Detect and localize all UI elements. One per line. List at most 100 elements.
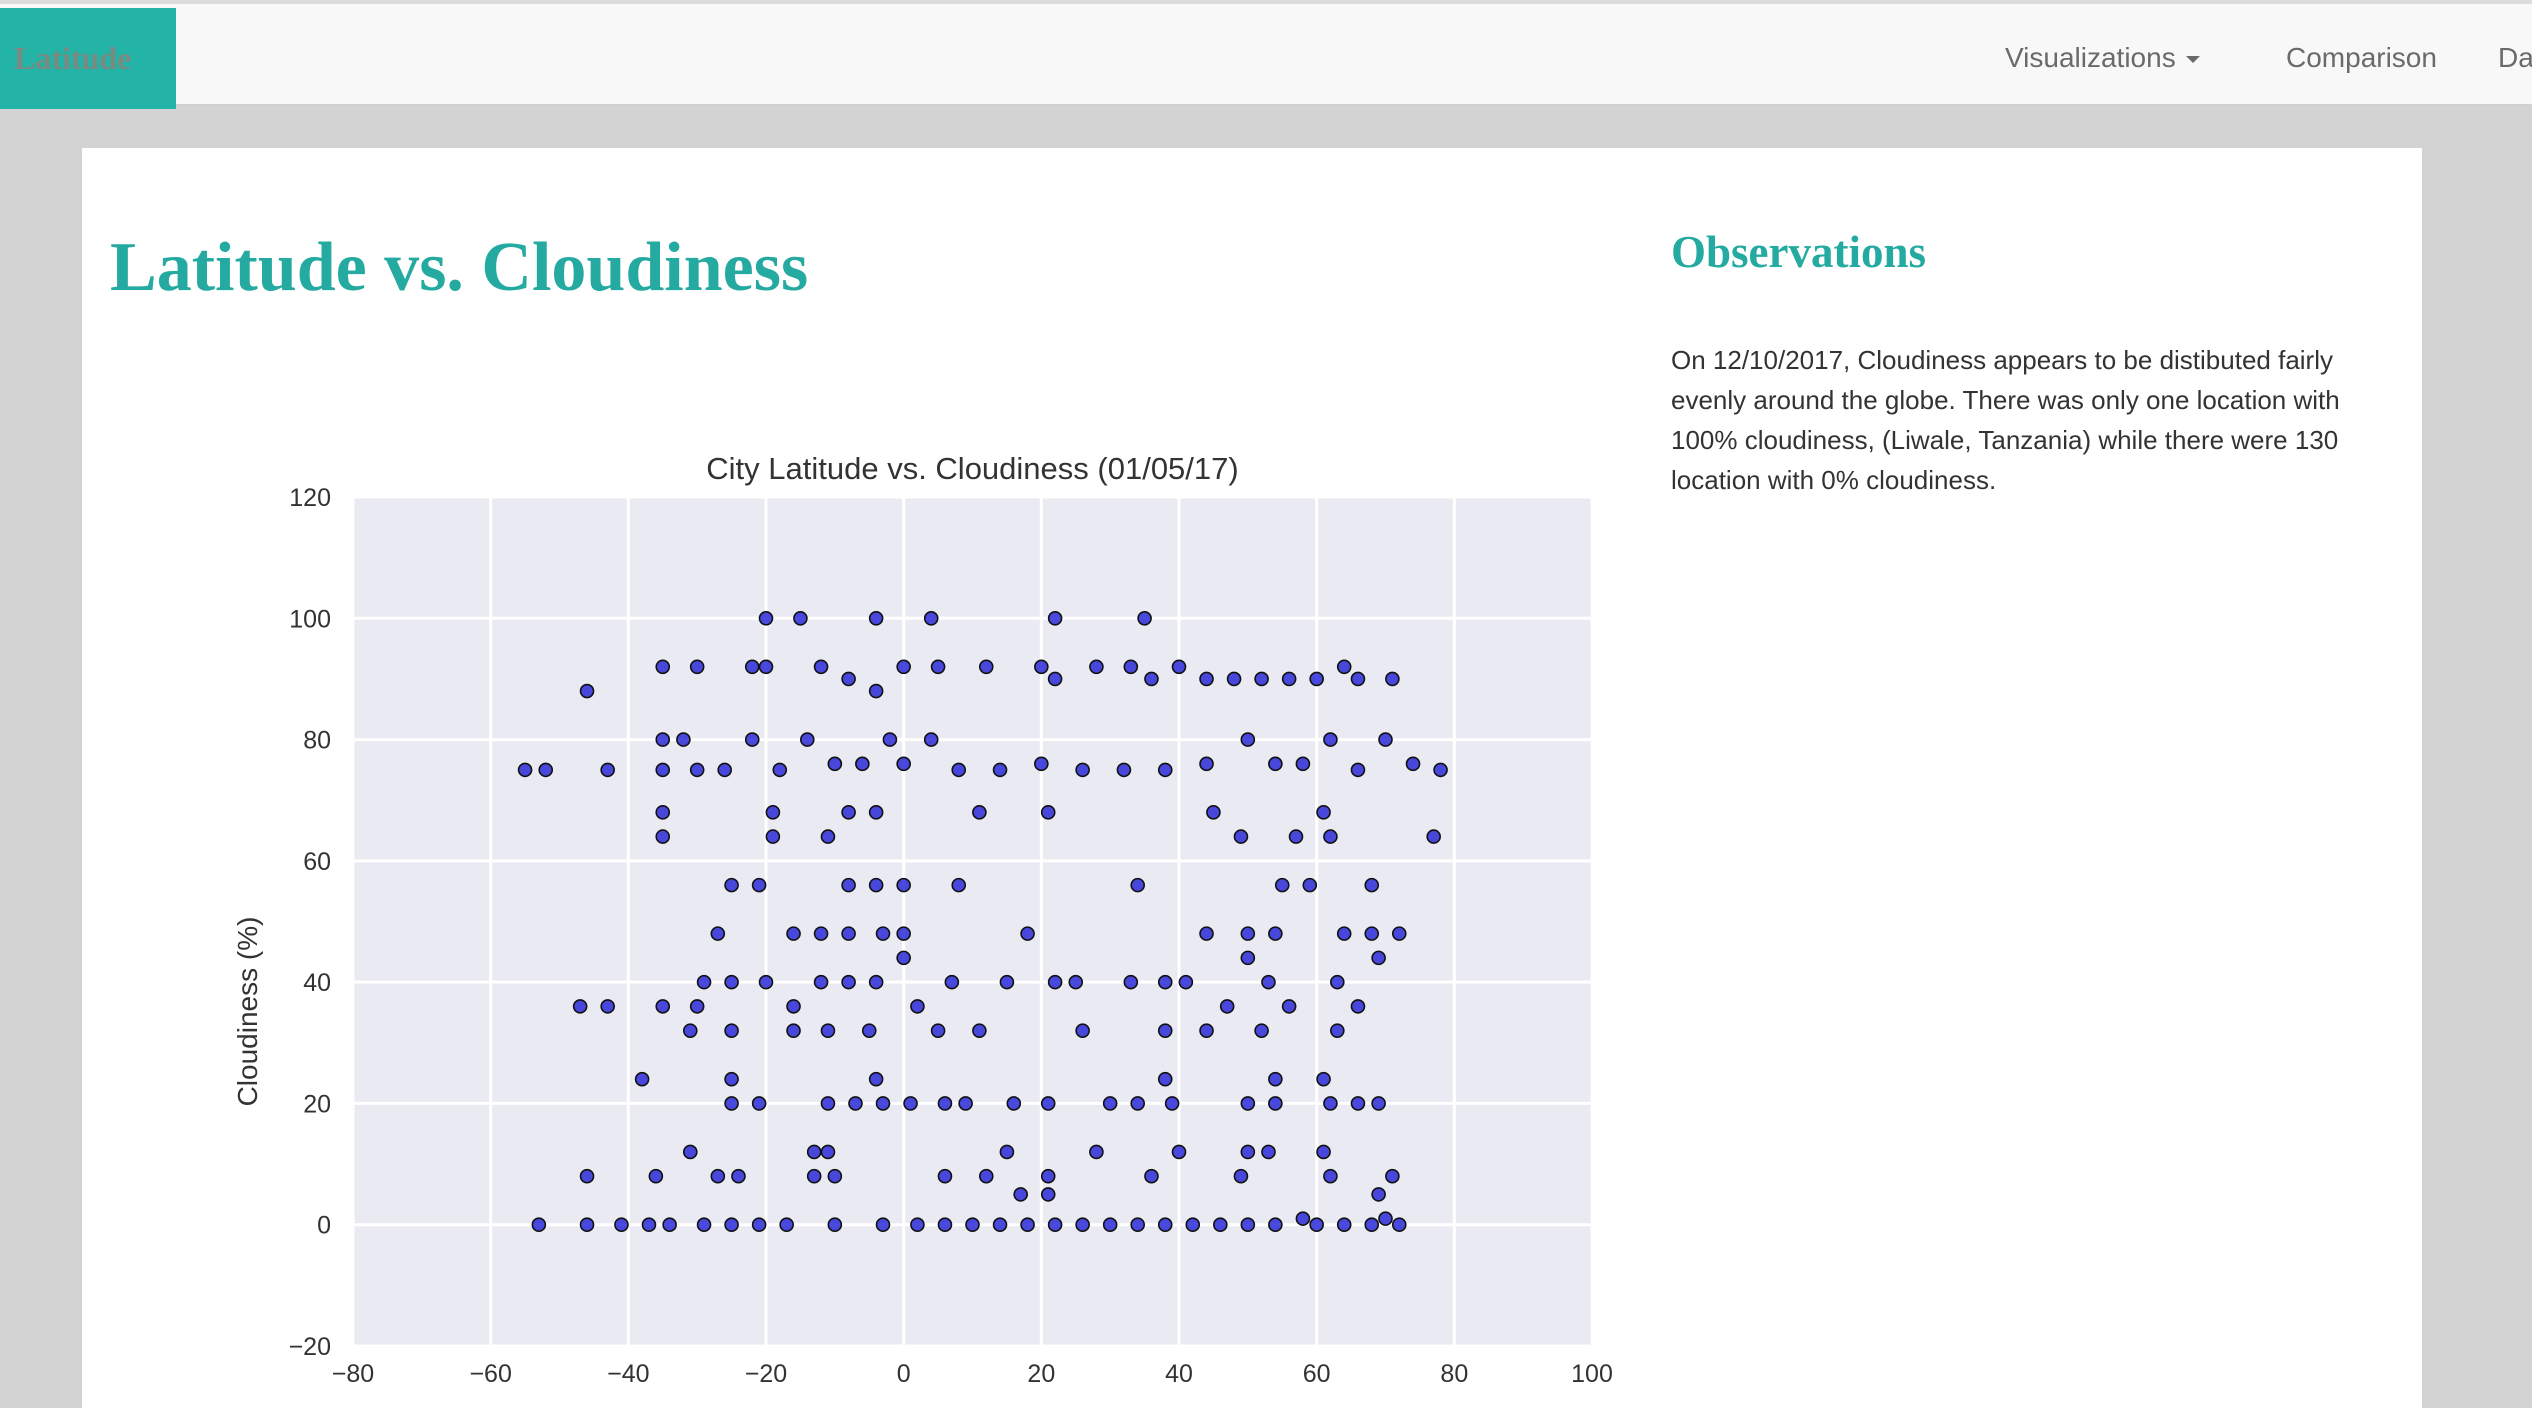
data-point [1323,1168,1338,1184]
data-point [1157,1071,1173,1087]
data-point [1219,999,1235,1014]
data-point [827,1168,843,1184]
observations-text: On 12/10/2017, Cloudiness appears to be … [1671,345,2340,495]
data-point [724,1023,739,1038]
data-point [861,1023,877,1038]
data-point [1144,671,1159,687]
data-point [655,999,671,1014]
data-point [1130,1096,1145,1111]
data-point [1047,974,1063,990]
data-point [1336,926,1352,941]
data-point [710,926,726,941]
data-point [531,1217,547,1233]
data-point [999,974,1015,990]
data-point [1171,659,1187,675]
data-point [1433,762,1448,778]
data-point [1371,1187,1386,1202]
data-point [724,877,739,893]
data-point [1350,999,1366,1014]
nav-comparison-link[interactable]: Comparison [2286,42,2437,73]
data-point [655,762,671,778]
data-point [978,659,994,675]
data-point [813,659,829,675]
data-point [841,877,856,893]
data-point [923,610,939,626]
data-point [655,732,671,747]
data-point [1274,877,1290,893]
data-point [1047,1217,1063,1233]
y-tick-label: 0 [317,1212,331,1240]
data-point [937,1217,953,1233]
brand-logo[interactable]: Latitude [0,8,176,109]
data-point [827,1217,843,1233]
data-point [972,1023,987,1038]
data-point [1323,732,1338,747]
data-point [1171,1144,1187,1160]
data-point [744,659,760,675]
data-point [1040,1187,1056,1202]
data-point [1199,756,1214,772]
data-point [813,974,829,990]
data-point [1364,926,1380,941]
data-point [868,974,884,990]
data-point [1371,950,1386,966]
data-point [786,999,801,1014]
y-tick-label: 100 [289,605,331,633]
data-point [717,762,733,778]
x-tick-labels: −80 −60 −40 −20 0 20 40 60 80 100 [332,1360,1613,1388]
data-point [1013,1187,1028,1202]
data-point [751,1217,767,1233]
data-point [868,610,884,626]
data-point [1323,829,1338,844]
data-point [1185,1217,1201,1233]
data-point [786,1023,801,1038]
data-point [689,762,705,778]
data-point [806,1144,822,1160]
data-point [1089,1144,1104,1160]
data-point [786,926,801,941]
data-point [820,829,836,844]
data-point [965,1217,980,1233]
data-point [841,805,856,820]
data-point [1089,659,1104,675]
data-point [744,732,760,747]
data-point [875,1217,891,1233]
data-point [1254,1023,1269,1038]
data-point [1102,1217,1118,1233]
data-point [1323,1096,1338,1111]
data-point [1268,1071,1283,1087]
nav-visualizations-dropdown[interactable]: Visualizations [2005,42,2200,74]
data-point [1116,762,1132,778]
data-point [1371,1096,1386,1111]
data-point [820,1023,836,1038]
data-point [1295,1211,1311,1226]
data-point [579,1168,595,1184]
nav-data-link[interactable]: Da [2498,42,2532,73]
data-point [517,762,533,778]
data-point [896,659,911,675]
data-point [1391,926,1407,941]
nav-visualizations-label: Visualizations [2005,42,2176,73]
data-point [1130,1217,1145,1233]
data-point [1261,1144,1276,1160]
data-point [868,805,884,820]
data-point [937,1168,953,1184]
data-point [1378,1211,1393,1226]
data-point [1302,877,1318,893]
data-point [724,1096,739,1111]
y-tick-label: 80 [303,727,331,755]
data-point [1157,974,1173,990]
data-point [1047,610,1063,626]
data-point [930,1023,946,1038]
y-tick-label: 120 [289,484,331,512]
data-point [1350,671,1366,687]
data-point [655,805,671,820]
data-point [1316,1144,1331,1160]
data-point [1254,671,1269,687]
data-point [910,1217,925,1233]
data-point [772,762,788,778]
y-tick-label: 20 [303,1090,331,1118]
data-point [1268,1096,1283,1111]
page-title: Latitude vs. Cloudiness [110,229,809,306]
data-point [1034,756,1049,772]
